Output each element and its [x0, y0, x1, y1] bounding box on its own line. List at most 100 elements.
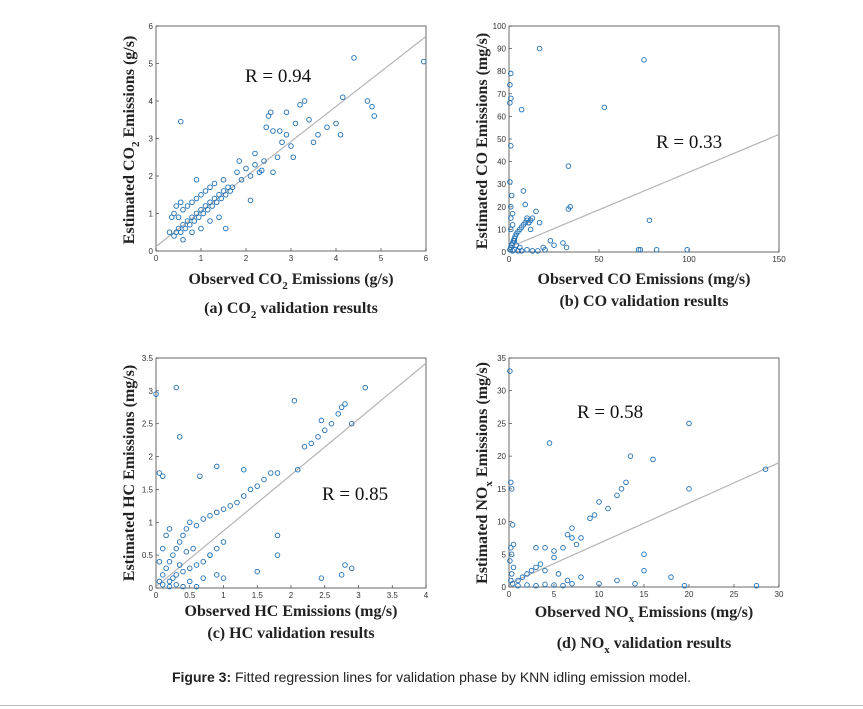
- data-point: [254, 483, 260, 489]
- point-layer: [507, 45, 690, 254]
- data-point: [551, 548, 557, 554]
- data-point: [526, 219, 532, 226]
- data-point: [222, 191, 229, 198]
- y-tick-label: 25: [497, 419, 506, 428]
- data-point: [159, 545, 166, 552]
- bottom-rule: [0, 705, 863, 706]
- x-tick-label: 20: [685, 590, 694, 599]
- data-point: [518, 106, 525, 113]
- data-point: [207, 512, 213, 519]
- data-point: [193, 195, 200, 202]
- tick-layer: 0 50 100 150 0 10 20 30 40 50 60 70 80 90 100: [493, 22, 787, 264]
- data-point: [290, 154, 297, 160]
- data-point: [508, 192, 515, 199]
- x-tick-label: 2: [289, 591, 294, 600]
- data-point: [546, 440, 553, 446]
- data-point: [220, 539, 227, 545]
- x-tick-label: 4: [424, 591, 429, 600]
- y-axis-label: Estimated CO Emissions (mg/s): [474, 33, 491, 249]
- y-tick-label: 80: [497, 67, 506, 76]
- data-point: [163, 565, 169, 572]
- data-point: [193, 583, 200, 590]
- panel-caption: (a) CO2 validation results: [204, 300, 378, 321]
- data-point: [291, 397, 298, 404]
- data-point: [335, 411, 342, 417]
- data-point: [288, 143, 294, 149]
- data-point: [247, 197, 254, 204]
- data-point: [591, 512, 598, 518]
- data-point: [508, 226, 514, 233]
- x-tick-label: 0: [154, 254, 159, 263]
- data-point: [301, 98, 308, 104]
- data-point: [234, 499, 240, 506]
- data-point: [507, 368, 513, 374]
- data-point: [279, 139, 285, 145]
- data-point: [297, 101, 303, 108]
- data-point: [508, 571, 515, 577]
- data-point: [274, 532, 281, 539]
- data-point: [509, 222, 516, 228]
- data-point: [342, 562, 348, 568]
- data-point: [207, 184, 213, 190]
- data-point: [371, 113, 378, 119]
- data-point: [569, 580, 575, 587]
- data-point: [220, 575, 227, 581]
- panel-caption: (b) CO validation results: [559, 293, 728, 310]
- tick-layer: 0 1 2 3 4 5 6 0 1 2 3 4 5 6: [149, 22, 429, 263]
- data-point: [200, 210, 206, 217]
- data-point: [186, 565, 193, 572]
- data-point: [186, 519, 193, 526]
- fit-layer: [155, 362, 427, 588]
- data-point: [753, 582, 760, 589]
- r-label: R = 0.94: [245, 66, 312, 87]
- x-tick-label: 3: [356, 591, 361, 600]
- data-point: [529, 215, 536, 221]
- data-point: [560, 582, 566, 589]
- data-point: [686, 486, 692, 492]
- r-label: R = 0.85: [322, 484, 388, 505]
- y-tick-label: 5: [502, 550, 507, 559]
- panel-co2: 0 1 2 3 4 5 6 0 1 2 3 4 5 6 R = 0.94 Observed CO2 Emi…: [121, 22, 429, 321]
- x-tick-label: 3: [289, 254, 294, 263]
- data-point: [551, 242, 557, 248]
- tick-layer: 0 0.5 1 1.5 2 2.5 3 3.5 4 0 0.5 1 1.5 2 2.5 3 3.5: [142, 354, 429, 600]
- data-point: [190, 545, 196, 552]
- x-tick-label: 2.5: [319, 591, 331, 600]
- data-point: [560, 240, 566, 246]
- data-point: [507, 179, 513, 185]
- x-tick-label: 1.5: [252, 591, 264, 600]
- y-tick-label: 10: [497, 225, 506, 234]
- data-point: [227, 503, 233, 509]
- data-point: [202, 188, 209, 194]
- data-point: [238, 176, 245, 183]
- data-point: [220, 506, 227, 512]
- data-point: [524, 582, 530, 588]
- data-point: [283, 131, 290, 138]
- data-point: [338, 572, 345, 578]
- x-axis-label: Observed CO Emissions (mg/s): [538, 271, 751, 288]
- data-point: [533, 564, 539, 571]
- data-point: [268, 470, 274, 476]
- data-point: [200, 516, 206, 522]
- data-point: [184, 203, 191, 209]
- y-tick-label: 0: [502, 583, 507, 592]
- data-point: [274, 470, 281, 476]
- data-point: [166, 578, 173, 585]
- data-point: [182, 225, 188, 232]
- y-tick-label: 20: [497, 203, 506, 212]
- data-point: [176, 434, 183, 440]
- data-point: [200, 558, 206, 565]
- data-point: [166, 583, 173, 590]
- data-point: [563, 244, 570, 251]
- data-point: [508, 479, 514, 486]
- data-point: [274, 552, 281, 558]
- y-tick-label: 40: [497, 158, 506, 167]
- data-point: [175, 214, 182, 220]
- y-tick-label: 0: [149, 584, 154, 593]
- data-point: [168, 214, 175, 220]
- y-tick-label: 2.5: [142, 420, 154, 429]
- data-point: [186, 221, 193, 228]
- data-point: [306, 116, 312, 123]
- y-tick-label: 0: [149, 247, 154, 256]
- data-point: [236, 158, 242, 164]
